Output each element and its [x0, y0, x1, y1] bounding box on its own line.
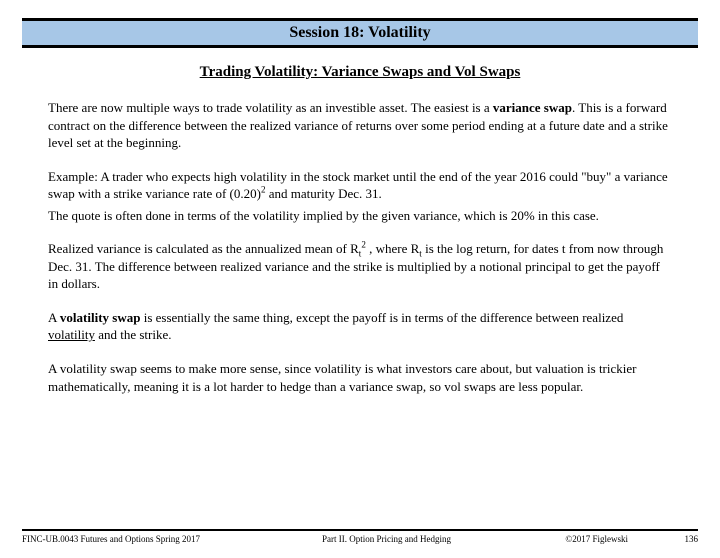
p1-bold: variance swap: [493, 100, 572, 115]
footer: FINC-UB.0043 Futures and Options Spring …: [22, 529, 698, 544]
p4-bold: volatility swap: [60, 310, 141, 325]
paragraph-5: A volatility swap seems to make more sen…: [48, 360, 672, 395]
footer-mid: Part II. Option Pricing and Hedging: [322, 534, 451, 544]
p1-text-a: There are now multiple ways to trade vol…: [48, 100, 493, 115]
p3-a: Realized variance is calculated as the a…: [48, 241, 359, 256]
p2-text-b: and maturity Dec. 31.: [266, 186, 382, 201]
footer-right: ©2017 Figlewski: [565, 534, 628, 544]
paragraph-2: Example: A trader who expects high volat…: [48, 168, 672, 225]
session-header: Session 18: Volatility: [22, 18, 698, 48]
p2-line2: The quote is often done in terms of the …: [48, 207, 672, 225]
footer-left: FINC-UB.0043 Futures and Options Spring …: [22, 534, 200, 544]
paragraph-1: There are now multiple ways to trade vol…: [48, 99, 672, 152]
p3-b: , where R: [366, 241, 419, 256]
p4-a: A: [48, 310, 60, 325]
p4-under: volatility: [48, 327, 95, 342]
body-content: There are now multiple ways to trade vol…: [0, 99, 720, 395]
subtitle: Trading Volatility: Variance Swaps and V…: [0, 64, 720, 81]
paragraph-3: Realized variance is calculated as the a…: [48, 240, 672, 293]
p4-c: and the strike.: [95, 327, 172, 342]
p4-b: is essentially the same thing, except th…: [140, 310, 623, 325]
paragraph-4: A volatility swap is essentially the sam…: [48, 309, 672, 344]
footer-page: 136: [685, 534, 699, 544]
session-title: Session 18: Volatility: [22, 21, 698, 45]
p3-sub1: t: [359, 249, 362, 259]
